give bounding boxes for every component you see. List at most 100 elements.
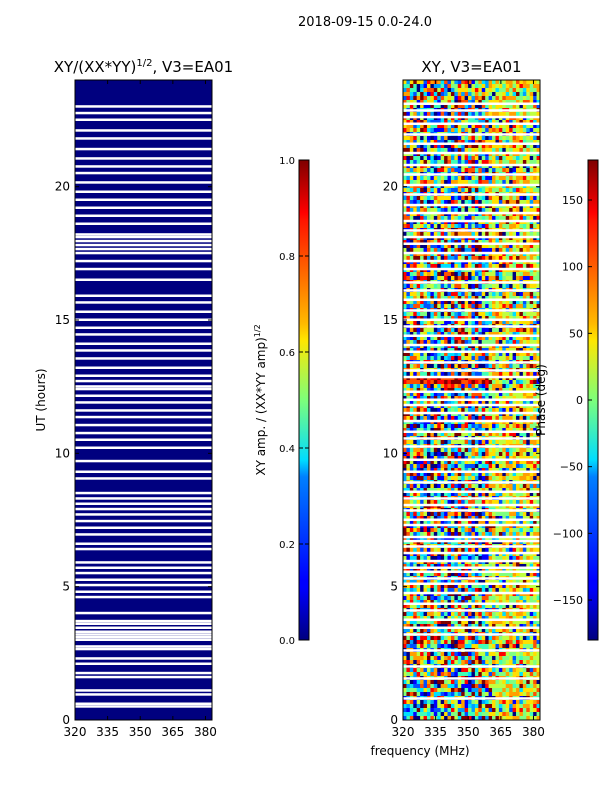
phase-cell (468, 224, 472, 229)
phase-cell (444, 416, 448, 421)
phase-cell (409, 488, 414, 493)
phase-cell (512, 120, 517, 125)
phase-cell (406, 556, 411, 561)
amplitude-title-main: XY/(XX*YY) (54, 58, 137, 76)
phase-cell (478, 92, 483, 97)
phase-cell (522, 160, 527, 165)
phase-cell (464, 156, 469, 161)
phase-cell (478, 84, 483, 89)
phase-cell (461, 120, 465, 125)
phase-cell (509, 372, 513, 377)
phase-cell (474, 208, 479, 213)
phase-cell (474, 112, 479, 117)
phase-cell (437, 352, 441, 357)
phase-cell (536, 104, 540, 109)
amplitude-flag-gap (75, 206, 212, 209)
phase-cell (471, 452, 476, 457)
phase-cell (502, 532, 507, 537)
phase-cell (492, 384, 496, 389)
phase-cell (516, 548, 520, 553)
phase-cell (450, 100, 455, 105)
phase-cell (529, 176, 534, 181)
phase-cell (457, 200, 462, 205)
amplitude-flag-gap (75, 251, 212, 255)
phase-cell (406, 136, 411, 141)
phase-cell (509, 136, 513, 141)
phase-cell (502, 144, 507, 149)
phase-cell (437, 396, 441, 401)
phase-cell (444, 320, 448, 325)
phase-cell (498, 340, 503, 345)
phase-cell (488, 476, 493, 481)
phase-cell (529, 460, 534, 465)
amplitude-flag-gap (75, 181, 212, 184)
phase-cell (430, 512, 435, 517)
phase-cell (423, 312, 428, 317)
phase-cell (433, 484, 438, 489)
phase-cell (437, 424, 441, 429)
phase-cell (502, 232, 507, 237)
phase-cell (474, 416, 479, 421)
phase-cell (413, 188, 417, 193)
phase-cell (454, 112, 459, 117)
phase-cell (416, 440, 421, 445)
phase-cell (461, 520, 465, 525)
phase-cell (406, 476, 411, 481)
phase-cell (526, 196, 531, 201)
phase-cell (516, 92, 520, 97)
phase-cell (450, 84, 455, 89)
phase-cell (409, 292, 414, 297)
phase-cell (519, 96, 524, 101)
phase-cell (474, 392, 479, 397)
phase-cell (444, 300, 448, 305)
phase-cell (488, 428, 493, 433)
phase-cell (457, 488, 462, 493)
phase-cell (474, 476, 479, 481)
phase-cell (454, 440, 459, 445)
phase-cell (512, 512, 517, 517)
phase-cell (440, 332, 445, 337)
phase-cell (509, 320, 513, 325)
phase-cell (512, 200, 517, 205)
phase-cell (512, 352, 517, 357)
phase-cell (471, 292, 476, 297)
phase-cell (444, 476, 448, 481)
phase-cell (498, 428, 503, 433)
phase-cell (430, 348, 435, 353)
phase-cell (474, 304, 479, 309)
phase-cell (406, 384, 411, 389)
phase-cell (450, 364, 455, 369)
phase-cell (512, 400, 517, 405)
phase-cell (430, 516, 435, 521)
phase-cell (457, 452, 462, 457)
phase-cell (468, 148, 472, 153)
phase-cell (444, 296, 448, 301)
phase-cell (413, 256, 417, 261)
phase-cell (444, 276, 448, 281)
phase-cell (522, 284, 527, 289)
phase-cell (444, 328, 448, 333)
phase-cell (409, 316, 414, 321)
phase-cell (454, 200, 459, 205)
phase-cell (457, 124, 462, 129)
phase-cell (468, 140, 472, 145)
phase-cell (488, 316, 493, 321)
phase-cell (413, 416, 417, 421)
phase-cell (498, 312, 503, 317)
phase-cell (437, 284, 441, 289)
phase-cell (423, 156, 428, 161)
amplitude-flag-gap (75, 513, 212, 516)
phase-cell (420, 472, 424, 477)
phase-cell (461, 84, 465, 89)
phase-cell (447, 180, 452, 185)
phase-cell (478, 304, 483, 309)
phase-cell (498, 320, 503, 325)
phase-cell (447, 500, 452, 505)
phase-cell (457, 380, 462, 385)
amplitude-flag-gap (75, 357, 212, 360)
phase-cell (440, 264, 445, 269)
phase-cell (519, 428, 524, 433)
phase-cell (468, 300, 472, 305)
phase-cell (526, 432, 531, 437)
phase-cell (468, 100, 472, 105)
